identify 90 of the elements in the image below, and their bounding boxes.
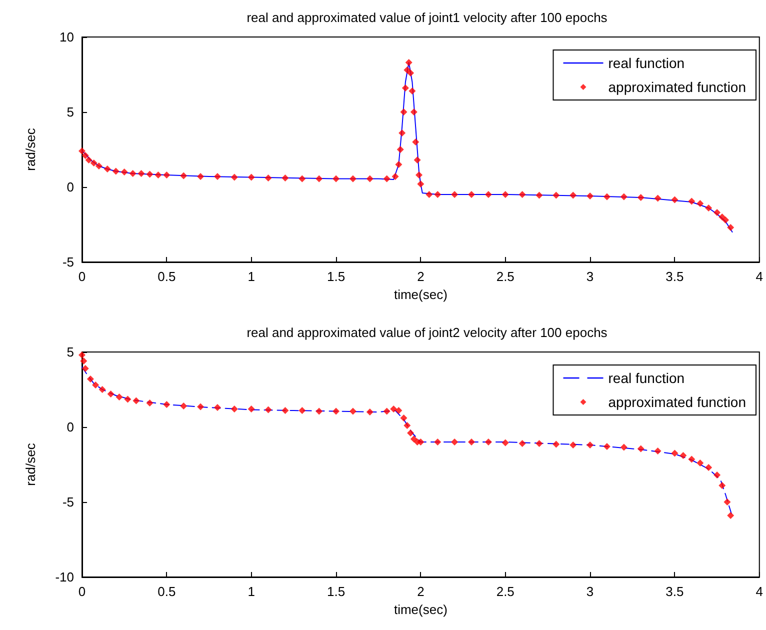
x-tick-label: 0 — [78, 584, 86, 599]
point — [536, 440, 543, 447]
point — [332, 408, 340, 415]
y-axis-title: rad/sec — [23, 128, 38, 171]
point — [727, 512, 734, 519]
x-tick-label: 0 — [78, 269, 86, 284]
point — [688, 456, 696, 463]
legend-label: approximated function — [608, 79, 746, 95]
point — [434, 438, 442, 446]
point — [570, 442, 577, 448]
point — [92, 382, 100, 388]
point — [214, 404, 221, 411]
chart-title: real and approximated value of joint1 velocity after 100 epochs — [246, 10, 608, 25]
point — [468, 438, 475, 446]
point — [82, 365, 89, 372]
point — [410, 436, 418, 442]
chart-title: real and approximated value of joint2 velocity after 100 epochs — [246, 325, 608, 340]
point — [383, 408, 390, 415]
point — [451, 438, 458, 446]
x-tick-label: 1 — [248, 584, 255, 599]
point — [395, 407, 402, 414]
point — [400, 414, 408, 422]
x-tick-label: 3.5 — [666, 269, 684, 284]
point — [116, 394, 123, 400]
point — [552, 440, 560, 448]
y-tick-label: -10 — [55, 570, 74, 584]
point — [680, 452, 687, 459]
y-tick-label: -5 — [62, 254, 74, 270]
point — [714, 472, 721, 478]
point — [696, 460, 704, 466]
point — [417, 438, 424, 446]
x-tick-label: 3 — [586, 269, 594, 284]
point — [86, 376, 94, 382]
x-tick-label: 2.5 — [496, 269, 514, 284]
point — [620, 444, 628, 451]
point — [163, 401, 170, 408]
point — [502, 439, 509, 446]
x-tick-label: 1.5 — [326, 269, 346, 284]
point — [230, 406, 238, 412]
point — [390, 406, 398, 412]
y-axis-title: rad/sec — [23, 442, 38, 486]
point — [724, 498, 731, 506]
x-tick-label: 3.5 — [666, 584, 684, 599]
x-tick-label: 3 — [586, 584, 594, 599]
point — [124, 396, 132, 403]
x-tick-label: 1.5 — [326, 584, 346, 599]
x-tick-label: 4 — [756, 269, 763, 284]
y-tick-label: 5 — [66, 104, 74, 120]
x-tick-label: 4 — [756, 584, 763, 599]
x-tick-label: 2.5 — [496, 584, 514, 599]
point — [80, 358, 88, 364]
point — [146, 400, 154, 406]
point — [107, 390, 114, 398]
point — [484, 438, 492, 446]
point — [586, 442, 594, 448]
point — [518, 440, 526, 447]
x-axis-title: time(sec) — [394, 286, 448, 302]
point — [349, 408, 356, 415]
x-tick-label: 2 — [417, 269, 424, 284]
point — [248, 406, 255, 412]
point — [282, 407, 289, 414]
x-tick-label: 1 — [248, 269, 255, 284]
y-tick-label: 0 — [66, 180, 74, 194]
point — [404, 422, 411, 429]
point — [264, 406, 272, 414]
point — [197, 403, 204, 410]
point — [718, 482, 726, 489]
y-tick-label: -5 — [62, 494, 74, 510]
x-tick-label: 2 — [417, 584, 424, 599]
y-tick-label: 10 — [60, 30, 74, 44]
point — [132, 397, 140, 404]
point — [637, 445, 644, 452]
x-tick-label: 0.5 — [158, 584, 176, 599]
point — [98, 386, 106, 393]
point — [366, 408, 374, 416]
legend-label: real function — [608, 55, 685, 71]
point — [654, 448, 662, 454]
point — [671, 450, 678, 457]
legend-label: real function — [608, 370, 685, 386]
point — [298, 407, 306, 414]
point — [603, 443, 610, 450]
point — [316, 408, 323, 415]
point — [407, 430, 414, 436]
point — [180, 402, 188, 410]
x-axis-title: time(sec) — [394, 602, 448, 617]
x-tick-label: 0.5 — [158, 269, 176, 284]
point — [705, 464, 712, 471]
y-tick-label: 0 — [66, 420, 74, 434]
y-tick-label: 5 — [66, 344, 74, 360]
legend-label: approximated function — [608, 394, 746, 410]
